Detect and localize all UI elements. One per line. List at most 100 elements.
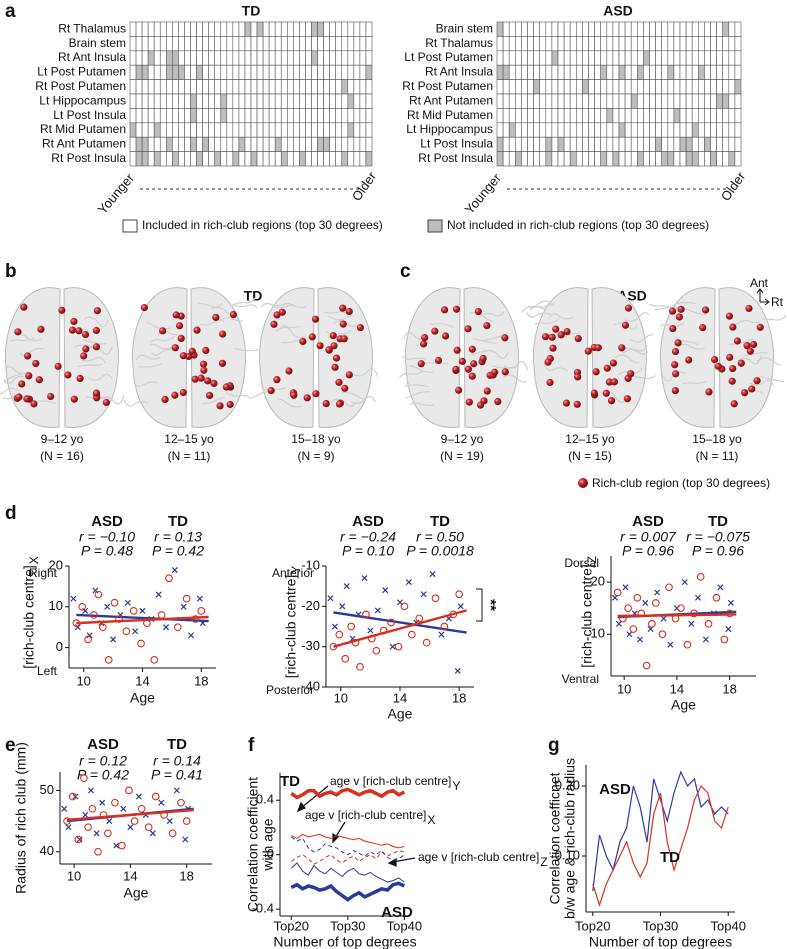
cell xyxy=(588,21,595,37)
point xyxy=(343,583,350,590)
gyrus xyxy=(743,351,768,357)
gyrus xyxy=(409,402,434,407)
cell xyxy=(353,64,361,80)
point xyxy=(681,579,688,586)
cell xyxy=(280,79,288,95)
cell xyxy=(685,79,693,95)
age-end: Older xyxy=(349,169,380,204)
brain-caption: (N = 9) xyxy=(297,449,334,463)
x-tick-label: 14 xyxy=(123,868,137,883)
point xyxy=(455,590,464,599)
gyrus xyxy=(661,371,687,382)
y-axis-label: with age xyxy=(260,818,276,871)
excluded-cell xyxy=(147,50,155,66)
point xyxy=(125,786,133,795)
point xyxy=(132,628,139,635)
cell xyxy=(557,21,565,37)
cell xyxy=(335,122,343,138)
cell xyxy=(202,64,209,80)
excluded-cell xyxy=(496,21,504,37)
cell xyxy=(624,136,632,152)
rich-club-node xyxy=(541,333,550,341)
panel-label: a xyxy=(5,1,16,22)
cell xyxy=(159,50,167,66)
x-tick-label: Top30 xyxy=(330,918,365,933)
gyrus xyxy=(201,396,226,405)
excluded-cell xyxy=(172,50,179,66)
cell xyxy=(521,151,528,167)
cell xyxy=(527,36,534,52)
cell xyxy=(697,79,705,95)
cell xyxy=(539,136,547,152)
cell xyxy=(667,136,675,152)
gyrus xyxy=(350,395,376,405)
cell xyxy=(244,108,252,124)
cell xyxy=(710,79,717,95)
gyrus xyxy=(629,334,654,343)
point xyxy=(182,817,191,825)
cell xyxy=(238,79,246,95)
stat: P = 0.10 xyxy=(342,543,394,559)
cell xyxy=(359,122,367,138)
cell xyxy=(196,93,203,109)
series-line xyxy=(290,862,405,883)
cell xyxy=(521,79,528,95)
rich-club-node xyxy=(464,365,472,373)
x-tick-label: 18 xyxy=(452,690,466,705)
point xyxy=(407,630,416,639)
excluded-cell xyxy=(135,151,143,167)
cell xyxy=(208,21,215,37)
cell xyxy=(141,50,149,66)
cell xyxy=(153,36,161,52)
cell xyxy=(618,151,626,167)
cell xyxy=(655,36,662,52)
cell xyxy=(649,108,656,124)
group-name: TD xyxy=(430,513,450,530)
cell xyxy=(135,21,143,37)
bracket xyxy=(476,588,483,622)
point xyxy=(70,595,77,602)
cell xyxy=(329,50,336,66)
point xyxy=(660,615,667,622)
excluded-cell xyxy=(256,21,264,37)
brain-caption: 12–15 yo xyxy=(164,432,214,446)
cell xyxy=(323,21,330,37)
cell xyxy=(569,21,577,37)
excluded-cell xyxy=(166,136,173,152)
cell xyxy=(704,151,711,167)
gyrus xyxy=(331,398,357,407)
point xyxy=(642,599,649,606)
gyrus xyxy=(150,335,176,343)
row-label: Lt Hippocampus xyxy=(406,122,493,136)
excluded-cell xyxy=(317,136,324,152)
rich-club-node xyxy=(573,400,581,408)
cell xyxy=(244,64,252,80)
y-tick-label: 0.4 xyxy=(256,792,274,807)
cell xyxy=(588,64,595,80)
gyrus xyxy=(756,357,782,367)
cell xyxy=(636,36,644,52)
fit-line xyxy=(333,611,467,634)
y-axis-label: [rich-club centre]Y xyxy=(283,566,303,679)
row-label: Rt Ant Putamen xyxy=(409,93,493,107)
brain-caption: (N = 15) xyxy=(568,449,612,463)
cell xyxy=(649,64,656,80)
rich-club-node xyxy=(549,344,557,352)
cell xyxy=(643,79,650,95)
cell xyxy=(274,151,282,167)
cell xyxy=(734,122,742,138)
cell xyxy=(359,50,367,66)
rich-club-node xyxy=(335,378,343,386)
cell xyxy=(293,93,300,109)
rich-club-node xyxy=(219,330,227,338)
rich-club-node xyxy=(419,340,428,348)
row-label: Rt Ant Insula xyxy=(425,65,493,79)
cell xyxy=(220,50,228,66)
cell xyxy=(329,151,336,167)
point xyxy=(104,603,111,610)
rich-club-node xyxy=(741,389,749,397)
rich-club-node xyxy=(748,385,756,393)
gyrus xyxy=(761,315,787,321)
cell xyxy=(141,36,149,52)
legend-swatch xyxy=(427,219,443,233)
